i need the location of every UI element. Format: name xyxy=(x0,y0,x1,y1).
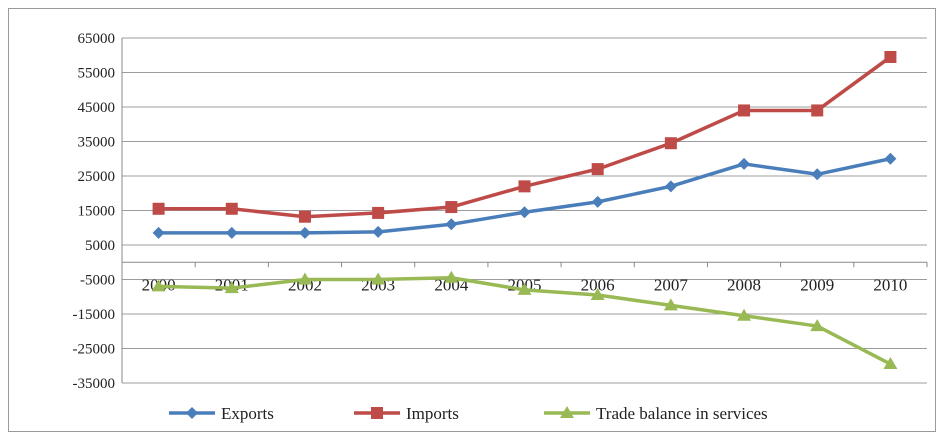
exports-point xyxy=(372,226,384,238)
imports-point xyxy=(811,104,823,116)
y-tick-label: 35000 xyxy=(78,135,116,151)
imports-point xyxy=(153,203,165,215)
line-chart: 65000 55000 45000 35000 25000 15000 5000 -5000 -… xyxy=(9,9,935,431)
exports-point xyxy=(299,227,311,239)
legend-label-exports: Exports xyxy=(221,404,274,423)
y-tick-label: -25000 xyxy=(73,342,116,358)
imports-point xyxy=(226,203,238,215)
y-tick-label: 65000 xyxy=(78,31,116,47)
chart-frame: 65000 55000 45000 35000 25000 15000 5000 -5000 -… xyxy=(8,8,936,432)
exports-point xyxy=(445,218,457,230)
y-tick-label: 45000 xyxy=(78,100,116,116)
exports-point xyxy=(811,168,823,180)
legend-label-trade-balance-in-services: Trade balance in services xyxy=(596,404,768,423)
exports-point xyxy=(153,227,165,239)
y-tick-label: 5000 xyxy=(85,238,115,254)
imports-point xyxy=(592,163,604,175)
legend-marker xyxy=(186,407,198,419)
x-tick-label: 2009 xyxy=(800,275,834,294)
exports-point xyxy=(884,153,896,165)
x-tick-label: 2010 xyxy=(873,275,907,294)
imports-line xyxy=(159,57,891,217)
y-tick-label: -15000 xyxy=(73,307,116,323)
exports-point xyxy=(592,196,604,208)
imports-point xyxy=(445,201,457,213)
exports-line xyxy=(159,159,891,233)
legend-label-imports: Imports xyxy=(406,404,459,423)
imports-point xyxy=(665,137,677,149)
imports-point xyxy=(884,51,896,63)
legend-marker xyxy=(371,407,383,419)
imports-point xyxy=(299,211,311,223)
imports-point xyxy=(519,180,531,192)
y-tick-label: 15000 xyxy=(78,204,116,220)
x-tick-label: 2008 xyxy=(727,275,761,294)
y-tick-label: 25000 xyxy=(78,169,116,185)
exports-point xyxy=(738,158,750,170)
x-tick-label: 2007 xyxy=(654,275,689,294)
exports-point xyxy=(665,180,677,192)
imports-point xyxy=(372,207,384,219)
y-tick-label: 55000 xyxy=(78,66,116,82)
y-tick-label: -5000 xyxy=(80,273,115,289)
exports-point xyxy=(519,206,531,218)
imports-point xyxy=(738,104,750,116)
exports-point xyxy=(226,227,238,239)
y-tick-label: -35000 xyxy=(73,376,116,392)
